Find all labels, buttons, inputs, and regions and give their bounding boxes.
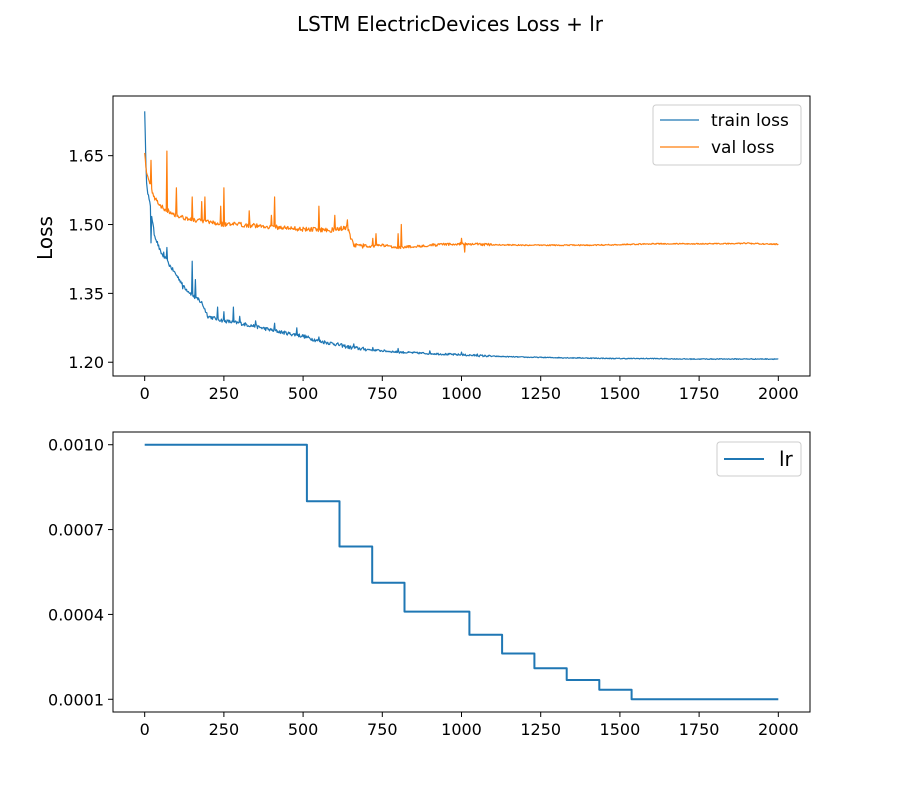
y-tick-label: 0.0010 [48,436,104,455]
figure-title: LSTM ElectricDevices Loss + lr [297,12,604,36]
lr-legend: lr [716,441,802,477]
x-tick-label: 2000 [758,384,799,403]
x-tick-label: 1250 [520,384,561,403]
y-tick-label: 1.35 [68,284,104,303]
lr-axes: 0 250 500 750 1000 1250 1500 1750 2000 0.00010.0… [48,431,811,739]
x-tick-label: 1000 [441,384,482,403]
y-tick-label: 1.20 [68,353,104,372]
x-tick-label: 0 [140,384,150,403]
x-tick-label: 1250 [520,720,561,739]
loss-y-ticks: 1.20 1.35 1.50 1.65 [68,147,113,372]
train-loss-series-line [144,111,779,361]
x-tick-label: 500 [288,720,319,739]
x-tick-label: 500 [288,384,319,403]
x-tick-label: 1750 [679,720,720,739]
legend-lr-label: lr [779,447,794,471]
y-tick-label: 1.65 [68,147,104,166]
y-tick-label: 0.0007 [48,521,104,540]
loss-legend: train loss val loss [652,104,802,166]
x-tick-label: 750 [367,384,398,403]
legend-train-label: train loss [711,111,789,131]
x-tick-label: 1500 [600,384,641,403]
y-tick-label: 0.0004 [48,605,104,624]
x-tick-label: 1000 [441,720,482,739]
lr-series-line [144,443,779,701]
x-tick-label: 1500 [600,720,641,739]
x-tick-label: 750 [367,720,398,739]
lr-series-group [144,443,779,701]
lr-x-ticks: 0 250 500 750 1000 1250 1500 1750 2000 [140,712,799,739]
x-tick-label: 250 [209,720,240,739]
loss-y-axis-label: Loss [33,216,57,260]
x-tick-label: 250 [209,384,240,403]
y-tick-label: 1.50 [68,216,104,235]
val-loss-series-line [144,150,779,253]
lr-y-ticks: 0.0001 0.0004 0.0007 0.0010 [48,436,113,709]
x-tick-label: 1750 [679,384,720,403]
loss-axes: 0 250 500 750 1000 1250 1500 1750 2000 1.201.351… [33,95,811,403]
x-tick-label: 0 [140,720,150,739]
legend-val-label: val loss [711,138,775,158]
loss-series-group [144,111,779,361]
x-tick-label: 2000 [758,720,799,739]
loss-x-ticks: 0 250 500 750 1000 1250 1500 1750 2000 [140,376,799,403]
y-tick-label: 0.0001 [48,690,104,709]
